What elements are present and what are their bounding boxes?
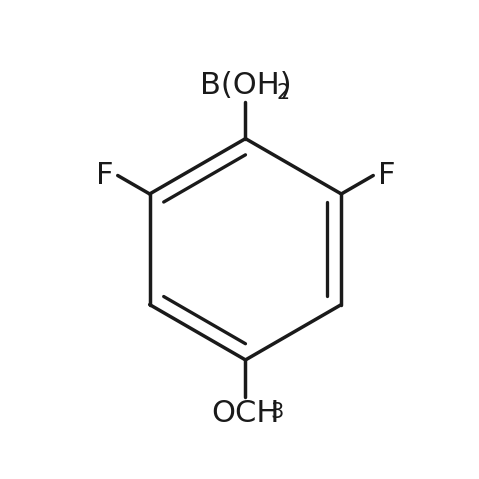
Text: 3: 3 bbox=[271, 401, 284, 422]
Text: 2: 2 bbox=[276, 83, 289, 103]
Text: OCH: OCH bbox=[211, 399, 280, 428]
Text: F: F bbox=[377, 161, 395, 190]
Text: B(OH): B(OH) bbox=[200, 71, 291, 100]
Text: F: F bbox=[96, 161, 114, 190]
